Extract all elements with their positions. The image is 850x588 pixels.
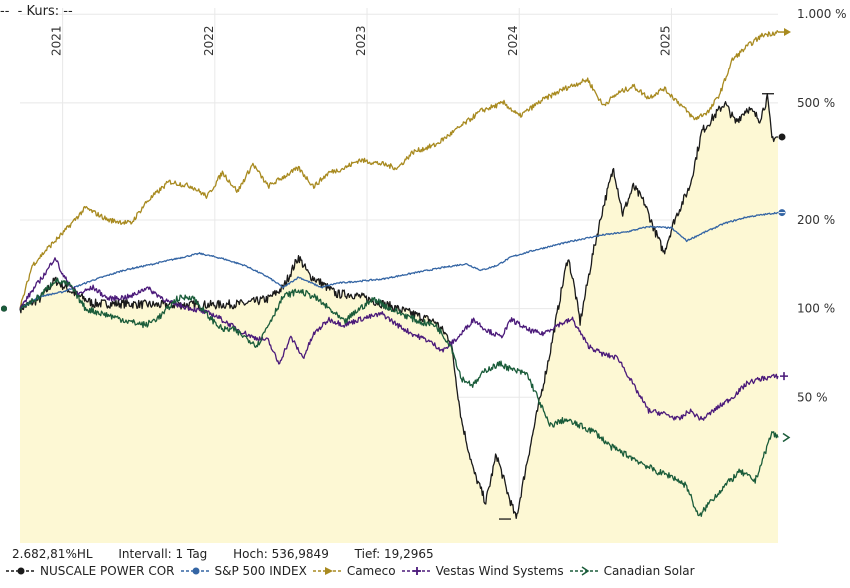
legend-label: S&P 500 INDEX — [214, 564, 307, 578]
header-label: Kurs: — [26, 4, 60, 19]
legend-symbol — [6, 567, 36, 575]
legend-symbol — [312, 567, 343, 575]
start-marker-canadian-solar — [1, 305, 7, 312]
y-tick-200: 200 % — [797, 213, 835, 227]
x-tick-2025: 2025 — [658, 25, 672, 56]
stat-high: Hoch: 536,9849 — [233, 547, 329, 561]
legend-label: Vestas Wind Systems — [435, 564, 564, 578]
legend-item-canadian-solar[interactable]: Canadian Solar — [569, 564, 695, 578]
series-lines — [19, 30, 779, 520]
legend-symbol — [401, 567, 432, 575]
end-marker-nuscale-power-cor — [778, 133, 786, 141]
legend-item-s-p-500-index[interactable]: S&P 500 INDEX — [180, 564, 307, 578]
y-tick-500: 500 % — [797, 96, 835, 110]
x-axis-ticks: 2021 2022 2023 2024 2025 — [50, 25, 673, 56]
series-line-vestas-wind-systems — [19, 257, 779, 421]
series-line-s-p-500-index — [19, 211, 779, 310]
x-tick-2023: 2023 — [354, 25, 368, 56]
chart-canvas: 2021 2022 2023 2024 2025 50 % 100 % 200 % 500 %… — [1, 7, 847, 543]
stat-performance: 2.682,81%HL — [12, 547, 93, 561]
legend-item-nuscale-power-cor[interactable]: NUSCALE POWER COR — [6, 564, 175, 578]
y-tick-100: 100 % — [797, 302, 835, 316]
area-nuscale-power-cor — [20, 93, 778, 543]
end-marker-canadian-solar — [782, 432, 791, 443]
stats-bar: 2.682,81%HL Intervall: 1 Tag Hoch: 536,9… — [12, 547, 456, 561]
legend-symbol — [180, 567, 211, 575]
series-markers — [1, 28, 791, 520]
y-tick-50: 50 % — [797, 390, 828, 404]
stat-low: Tief: 19,2965 — [354, 547, 434, 561]
y-axis-ticks: 50 % 100 % 200 % 500 % 1.000 % — [797, 7, 847, 404]
x-tick-2024: 2024 — [506, 25, 520, 56]
area-fill — [20, 93, 778, 543]
legend-label: Cameco — [346, 564, 396, 578]
series-line-cameco — [19, 30, 779, 309]
y-tick-1000: 1.000 % — [797, 7, 847, 21]
x-tick-2022: 2022 — [202, 25, 216, 56]
end-marker-vestas-wind-systems — [780, 372, 788, 381]
end-marker-cameco — [784, 28, 791, 37]
legend: NUSCALE POWER COR S&P 500 INDEX Cameco Vest… — [6, 564, 701, 579]
price-header: -- - Kurs: -- — [0, 4, 73, 19]
x-tick-2021: 2021 — [50, 25, 64, 56]
header-value: -- — [63, 4, 73, 19]
stat-interval: Intervall: 1 Tag — [118, 547, 208, 561]
series-line-canadian-solar — [19, 277, 779, 517]
legend-item-cameco[interactable]: Cameco — [312, 564, 396, 578]
legend-label: Canadian Solar — [603, 564, 695, 578]
series-line-nuscale-power-cor — [19, 93, 778, 520]
header-prefix: -- — [0, 4, 10, 19]
legend-item-vestas-wind-systems[interactable]: Vestas Wind Systems — [401, 564, 564, 578]
legend-label: NUSCALE POWER COR — [40, 564, 175, 578]
legend-symbol — [569, 566, 600, 576]
